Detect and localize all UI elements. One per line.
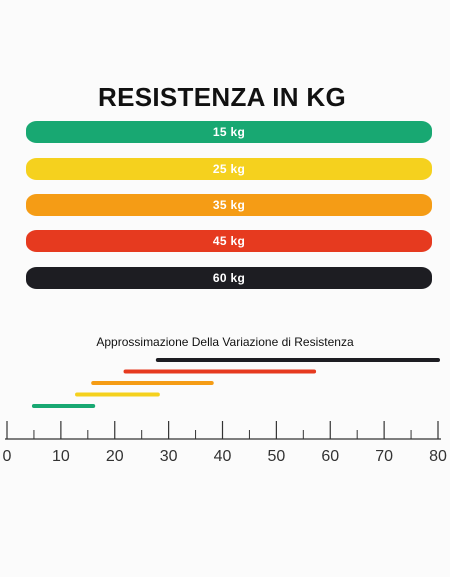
band-label: 15 kg — [212, 125, 246, 139]
chart-title: Approssimazione Della Variazione di Resi… — [96, 335, 354, 349]
band-15kg: 15 kg — [26, 121, 432, 143]
band-label: 35 kg — [212, 198, 246, 212]
band-45kg: 45 kg — [26, 230, 432, 252]
band-label: 60 kg — [212, 271, 246, 285]
tick-label: 20 — [106, 448, 124, 465]
tick-label: 0 — [3, 448, 12, 465]
band-label: 45 kg — [212, 234, 246, 248]
resistance-range-chart: 0 10 20 30 40 50 60 70 80 — [3, 358, 447, 465]
band-25kg: 25 kg — [26, 158, 432, 180]
page-title: RESISTENZA IN KG — [98, 82, 346, 112]
tick-label: 60 — [321, 448, 339, 465]
tick-label: 50 — [267, 448, 285, 465]
band-60kg: 60 kg — [26, 267, 432, 289]
band-35kg: 35 kg — [26, 194, 432, 216]
tick-label: 70 — [375, 448, 393, 465]
tick-label: 10 — [52, 448, 70, 465]
tick-label: 30 — [160, 448, 178, 465]
tick-label: 80 — [429, 448, 447, 465]
tick-label: 40 — [214, 448, 232, 465]
band-label: 25 kg — [212, 162, 246, 176]
